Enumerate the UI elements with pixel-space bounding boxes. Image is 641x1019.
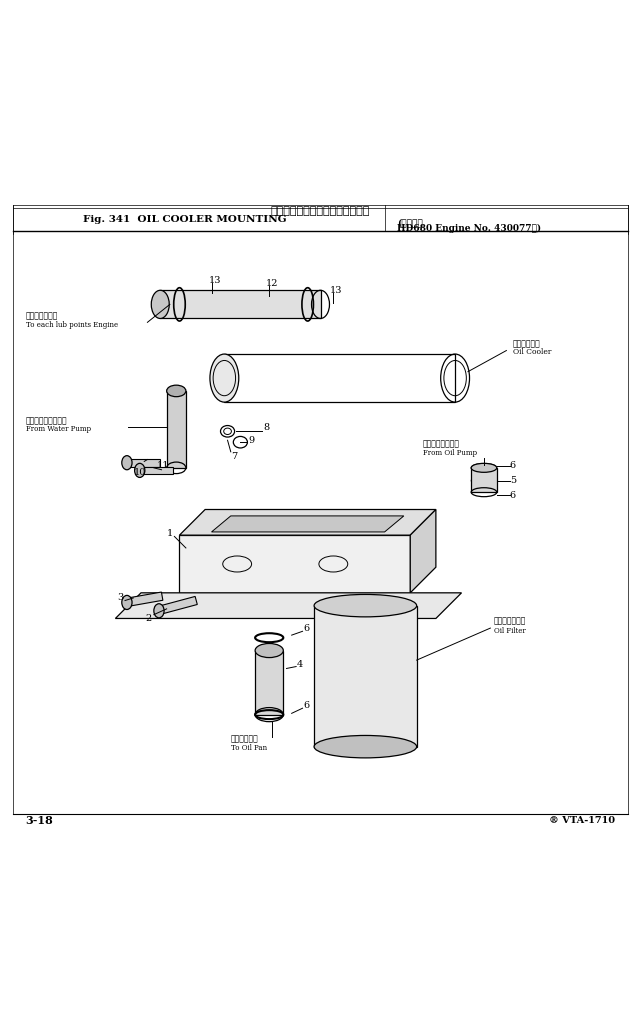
Text: From Water Pump: From Water Pump <box>26 425 91 433</box>
Bar <box>155 596 197 615</box>
Text: To each lub points Engine: To each lub points Engine <box>26 321 118 329</box>
Ellipse shape <box>154 603 164 618</box>
Text: 3: 3 <box>117 593 124 602</box>
Polygon shape <box>179 535 410 593</box>
Polygon shape <box>212 516 404 532</box>
Text: 2: 2 <box>146 614 152 623</box>
Text: Oil Filter: Oil Filter <box>494 627 526 635</box>
Text: 6: 6 <box>510 491 516 500</box>
Text: (適用号機: (適用号機 <box>397 218 423 227</box>
Text: 9: 9 <box>249 436 255 444</box>
Text: 13: 13 <box>330 285 343 294</box>
Bar <box>314 605 417 747</box>
Bar <box>471 468 497 492</box>
Bar <box>160 290 320 319</box>
Text: 1: 1 <box>167 529 173 538</box>
Text: 6: 6 <box>303 624 310 633</box>
Text: オイルパンへ: オイルパンへ <box>231 736 258 744</box>
Text: From Oil Pump: From Oil Pump <box>423 449 477 457</box>
Polygon shape <box>410 510 436 593</box>
Text: 6: 6 <box>510 462 516 471</box>
Text: 4: 4 <box>297 660 303 669</box>
Text: Oil Cooler: Oil Cooler <box>513 348 551 357</box>
Text: ウォータポンプから: ウォータポンプから <box>26 417 67 425</box>
Ellipse shape <box>151 290 169 319</box>
Ellipse shape <box>314 594 417 616</box>
Polygon shape <box>115 593 462 619</box>
Text: Fig. 341  OIL COOLER MOUNTING: Fig. 341 OIL COOLER MOUNTING <box>83 215 287 224</box>
Bar <box>125 459 160 467</box>
Text: 10: 10 <box>133 468 146 477</box>
Text: 8: 8 <box>263 423 269 432</box>
Text: 3-18: 3-18 <box>26 815 53 825</box>
Bar <box>167 391 186 468</box>
Text: ® VTA-1710: ® VTA-1710 <box>549 816 615 825</box>
Text: 11: 11 <box>157 462 170 471</box>
Text: 12: 12 <box>266 279 279 288</box>
Bar <box>124 592 163 607</box>
Ellipse shape <box>135 464 145 478</box>
Ellipse shape <box>122 455 132 470</box>
Text: オイルポンプから: オイルポンプから <box>423 440 460 448</box>
Text: オイル　クーラ　マウンティング: オイル クーラ マウンティング <box>271 207 370 216</box>
Bar <box>255 650 283 714</box>
Text: 5: 5 <box>510 476 516 485</box>
Ellipse shape <box>210 354 239 403</box>
Text: 6: 6 <box>303 700 310 709</box>
Text: 7: 7 <box>231 452 237 462</box>
Bar <box>138 467 173 474</box>
Ellipse shape <box>122 595 132 609</box>
Polygon shape <box>179 510 436 535</box>
Ellipse shape <box>314 736 417 758</box>
Bar <box>224 354 455 403</box>
Ellipse shape <box>471 464 497 473</box>
Text: To Oil Pan: To Oil Pan <box>231 744 267 752</box>
Text: エンジン各部へ: エンジン各部へ <box>26 313 58 321</box>
Ellipse shape <box>255 643 283 657</box>
Text: HD680 Engine No. 430077～): HD680 Engine No. 430077～) <box>397 224 542 233</box>
Ellipse shape <box>167 385 186 396</box>
Text: オイルクーラ: オイルクーラ <box>513 340 540 348</box>
Text: オイルフィルタ: オイルフィルタ <box>494 618 526 626</box>
Text: 13: 13 <box>208 275 221 284</box>
